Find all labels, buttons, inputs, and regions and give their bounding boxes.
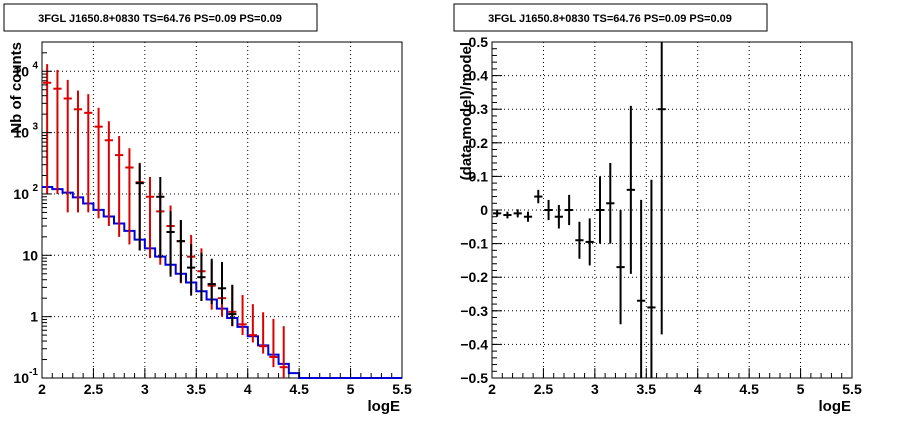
- data-point: [585, 218, 594, 266]
- data-point: [606, 162, 615, 244]
- y-tick-exponent: 2: [32, 183, 38, 194]
- data-point: [269, 318, 278, 368]
- y-tick-label: 0: [480, 202, 488, 218]
- y-tick-label: 1: [30, 309, 38, 325]
- data-point: [647, 179, 656, 378]
- x-tick-label: 2.5: [84, 381, 104, 397]
- x-tick-label: 5.5: [392, 381, 412, 397]
- y-tick-label: 0.3: [469, 101, 489, 117]
- data-point: [637, 199, 646, 378]
- data-point: [166, 211, 175, 277]
- data-point: [53, 69, 62, 194]
- data-point: [248, 304, 257, 343]
- y-tick-exponent: -1: [29, 367, 38, 378]
- y-tick-label: −0.4: [460, 336, 488, 352]
- y-tick-label: −0.5: [460, 370, 488, 386]
- x-tick-label: 2.5: [534, 381, 554, 397]
- data-point: [534, 189, 543, 204]
- x-tick-label: 4: [244, 381, 252, 397]
- residual-ylabel: (data-model)/model: [458, 42, 475, 180]
- y-tick-exponent: 4: [32, 60, 38, 71]
- data-point: [207, 258, 216, 305]
- data-point: [125, 148, 134, 245]
- data-point: [43, 64, 52, 194]
- residual-axes: 2 2.5 3 3.5 4 4.5 5 5.5 −0.5 −0.4 −0.3 −0.2 −0.1 0 0.1…: [460, 34, 862, 397]
- x-tick-label: 4: [694, 381, 702, 397]
- y-tick-label: 0.2: [469, 135, 489, 151]
- counts-title-box: 3FGL J1650.8+0830 TS=64.76 PS=0.09 PS=0.…: [3, 3, 318, 32]
- data-point: [279, 326, 288, 378]
- y-tick-label: 10: [13, 125, 29, 141]
- data-point: [176, 220, 185, 283]
- data-point: [156, 177, 165, 259]
- data-point: [657, 42, 666, 335]
- x-tick-label: 4.5: [289, 381, 309, 397]
- data-point: [94, 107, 103, 219]
- data-point: [554, 204, 563, 229]
- data-point: [575, 221, 584, 259]
- data-point: [228, 284, 237, 327]
- y-tick-label: 10: [22, 247, 38, 263]
- y-tick-exponent: 3: [32, 122, 38, 133]
- data-point: [135, 163, 144, 251]
- y-tick-label: 0.1: [469, 168, 489, 184]
- data-point: [565, 194, 574, 226]
- data-point: [238, 295, 247, 336]
- x-tick-label: 5: [797, 381, 805, 397]
- y-tick-label: −0.1: [460, 236, 488, 252]
- y-tick-label: 10: [13, 63, 29, 79]
- residual-title: 3FGL J1650.8+0830 TS=64.76 PS=0.09 PS=0.…: [488, 13, 732, 25]
- counts-xlabel: logE: [368, 398, 401, 415]
- x-tick-label: 2: [488, 381, 496, 397]
- data-point: [63, 79, 72, 213]
- data-point: [259, 312, 268, 354]
- residual-panel: 2 2.5 3 3.5 4 4.5 5 5.5 −0.5 −0.4 −0.3 −0.2 −0.1 0 0.1…: [453, 3, 862, 415]
- residual-grid: [492, 42, 852, 378]
- data-point: [544, 199, 553, 221]
- data-point: [104, 121, 113, 227]
- counts-grid: [42, 42, 402, 378]
- data-point: [187, 244, 196, 296]
- data-point: [616, 210, 625, 325]
- data-point: [523, 211, 533, 222]
- counts-title: 3FGL J1650.8+0830 TS=64.76 PS=0.09 PS=0.…: [38, 13, 282, 25]
- x-tick-label: 3.5: [637, 381, 657, 397]
- data-point: [84, 94, 93, 213]
- x-tick-label: 3: [141, 381, 149, 397]
- x-tick-label: 5.5: [842, 381, 862, 397]
- residual-xlabel: logE: [819, 398, 852, 415]
- x-tick-label: 3.5: [187, 381, 207, 397]
- y-tick-label: 10: [13, 186, 29, 202]
- data-point: [493, 210, 502, 217]
- x-tick-label: 4.5: [739, 381, 759, 397]
- y-tick-label: 10: [13, 370, 29, 386]
- residual-series: [493, 42, 666, 378]
- y-tick-label: −0.2: [460, 269, 488, 285]
- counts-series: [42, 64, 402, 379]
- counts-ylabel: Nb of counts: [8, 42, 25, 134]
- data-point: [595, 176, 605, 244]
- y-tick-label: −0.3: [460, 303, 488, 319]
- y-tick-label: 0.5: [469, 34, 489, 50]
- data-point: [197, 252, 206, 301]
- data-point: [145, 177, 155, 259]
- x-tick-label: 2: [38, 381, 46, 397]
- data-point: [73, 90, 83, 213]
- x-tick-label: 5: [347, 381, 355, 397]
- data-point: [217, 261, 227, 305]
- x-tick-label: 3: [591, 381, 599, 397]
- data-point: [503, 211, 512, 219]
- data-point: [115, 136, 124, 237]
- data-point: [513, 209, 522, 218]
- data-point: [626, 105, 635, 274]
- y-tick-label: 0.4: [469, 68, 489, 84]
- residual-title-box: 3FGL J1650.8+0830 TS=64.76 PS=0.09 PS=0.…: [453, 3, 768, 32]
